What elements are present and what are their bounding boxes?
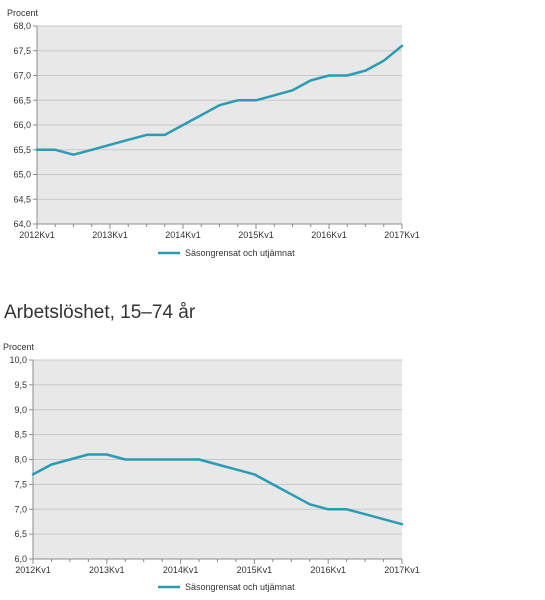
y-tick-label: 6,5	[14, 529, 27, 539]
x-tick-label: 2017Kv1	[384, 565, 420, 575]
unemployment-rate-chart: Procent 6,0 6,5 7,0 7,5 8,0 8,5 9,0 9,5 10,0 2012K…	[3, 342, 420, 592]
x-tick-label: 2016Kv1	[311, 230, 347, 240]
x-tick-label: 2013Kv1	[89, 565, 125, 575]
y-tick-label: 9,5	[14, 380, 27, 390]
x-tick-label: 2017Kv1	[384, 230, 420, 240]
y-tick-label: 64,5	[13, 194, 31, 204]
y-axis-title: Procent	[7, 8, 39, 18]
y-tick-label: 65,0	[13, 170, 31, 180]
y-tick-label: 7,0	[14, 504, 27, 514]
y-tick-label: 65,5	[13, 145, 31, 155]
y-tick-label: 9,0	[14, 405, 27, 415]
y-tick-label: 7,5	[14, 479, 27, 489]
x-tick-label: 2013Kv1	[92, 230, 128, 240]
series-line	[35, 44, 404, 156]
y-tick-label: 6,0	[14, 554, 27, 564]
x-tick-label: 2014Kv1	[163, 565, 199, 575]
x-tick-label: 2012Kv1	[15, 565, 51, 575]
series-line	[31, 453, 404, 526]
y-tick-label: 66,5	[13, 95, 31, 105]
unemployment-section-title: Arbetslöshet, 15–74 år	[4, 302, 196, 323]
y-axis-title: Procent	[3, 342, 35, 352]
y-tick-label: 68,0	[13, 21, 31, 31]
x-tick-label: 2014Kv1	[165, 230, 201, 240]
x-tick-label: 2015Kv1	[237, 565, 273, 575]
legend-label: Säsongrensat och utjämnat	[185, 248, 295, 258]
x-tick-label: 2016Kv1	[310, 565, 346, 575]
legend-label: Säsongrensat och utjämnat	[185, 582, 295, 592]
y-tick-label: 8,5	[14, 430, 27, 440]
x-tick-label: 2012Kv1	[19, 230, 55, 240]
y-tick-label: 67,5	[13, 46, 31, 56]
y-tick-label: 10,0	[9, 355, 27, 365]
y-tick-label: 64,0	[13, 219, 31, 229]
employment-rate-chart: Procent 64,0 64,5 65,0 65,5 66,0 66,5 67,0 67,5 6…	[7, 8, 420, 258]
y-tick-label: 8,0	[14, 455, 27, 465]
x-tick-label: 2015Kv1	[238, 230, 274, 240]
y-tick-label: 67,0	[13, 71, 31, 81]
y-tick-label: 66,0	[13, 120, 31, 130]
